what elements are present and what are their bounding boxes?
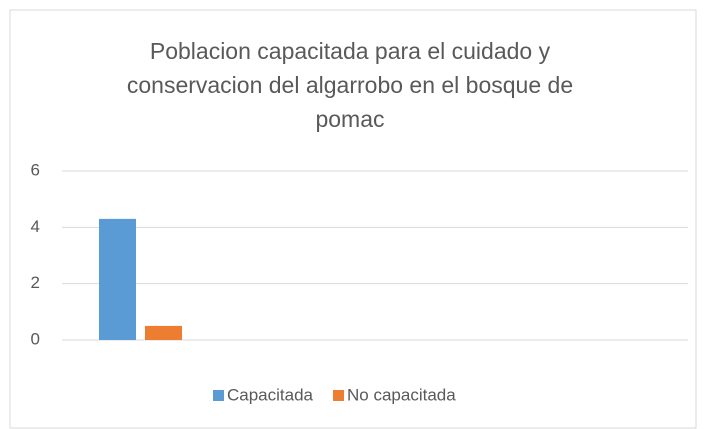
bar (99, 218, 136, 340)
legend-swatch (333, 390, 345, 401)
chart-title: Poblacion capacitada para el cuidado y c… (126, 38, 574, 132)
legend-label: Capacitada (227, 385, 314, 404)
legend-swatch (213, 390, 224, 401)
bar (145, 325, 182, 340)
y-tick-label: 6 (31, 160, 40, 179)
y-tick-label: 0 (31, 329, 40, 348)
legend-label: No capacitada (347, 385, 456, 404)
y-tick-label: 4 (31, 217, 40, 236)
y-tick-label: 2 (31, 273, 40, 292)
